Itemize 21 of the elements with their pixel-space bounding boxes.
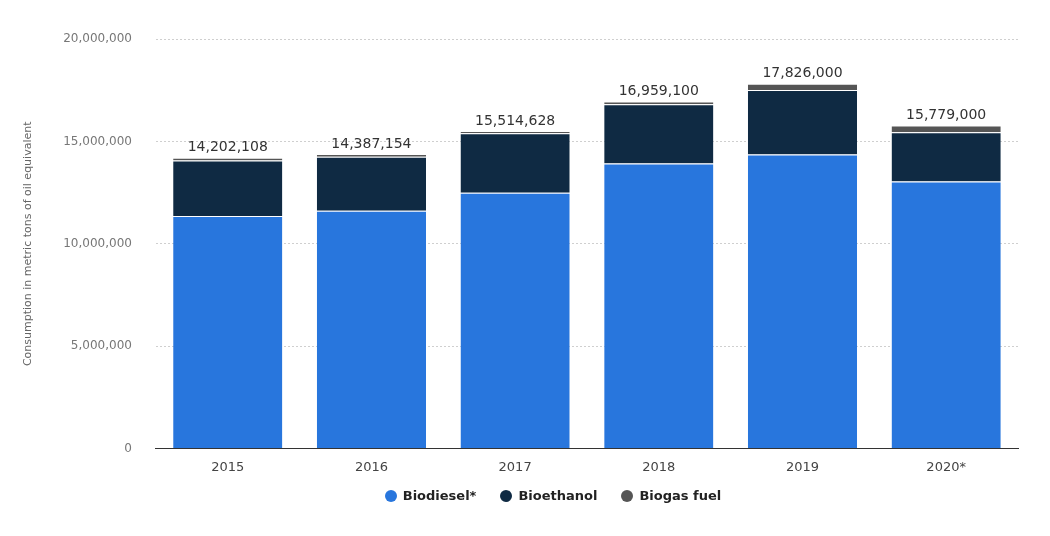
y-tick-label: 20,000,000 xyxy=(63,31,132,46)
x-tick-label: 2017 xyxy=(498,458,532,474)
x-tick-label: 2020* xyxy=(926,458,967,474)
x-tick-label: 2015 xyxy=(211,458,245,474)
legend-label: Biogas fuel xyxy=(639,488,722,503)
total-label: 15,779,000 xyxy=(906,106,987,123)
y-tick-label: 10,000,000 xyxy=(63,235,132,250)
total-label: 15,514,628 xyxy=(475,111,556,128)
y-tick-label: 0 xyxy=(124,440,132,455)
legend-label: Bioethanol xyxy=(518,488,598,503)
total-label: 14,387,154 xyxy=(331,134,412,151)
y-tick-label: 5,000,000 xyxy=(70,338,132,353)
total-label: 14,202,108 xyxy=(187,138,268,155)
x-tick-label: 2016 xyxy=(354,458,388,474)
total-label: 16,959,100 xyxy=(618,82,699,99)
x-tick-label: 2018 xyxy=(642,458,676,474)
total-label: 17,826,000 xyxy=(762,64,843,81)
y-tick-label: 15,000,000 xyxy=(63,133,132,148)
y-axis-title: Consumption in metric tons of oil equivalent xyxy=(21,120,35,367)
legend-label: Biodiesel* xyxy=(402,488,477,503)
x-tick-label: 2019 xyxy=(785,458,820,474)
